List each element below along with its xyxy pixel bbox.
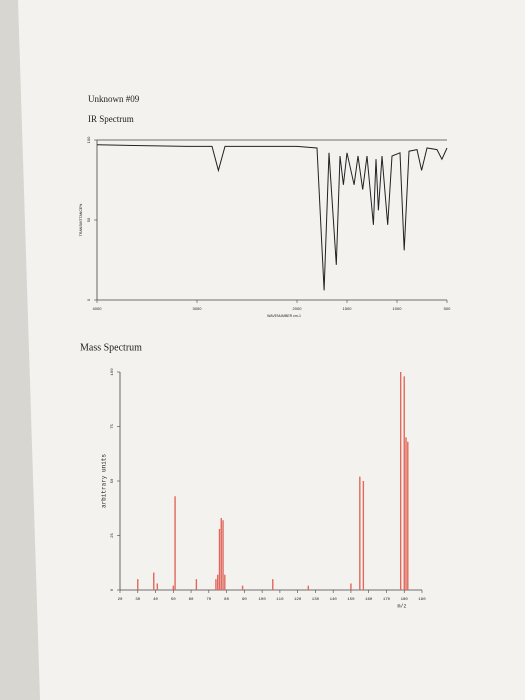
x-tick-label: 170	[383, 598, 391, 602]
x-tick-label: 100	[259, 598, 267, 602]
x-tick-label: 60	[189, 598, 194, 602]
x-tick-label: 2000	[293, 306, 303, 311]
x-axis-label: m/z	[397, 603, 406, 609]
y-tick-label: 100	[86, 136, 91, 143]
x-tick-label: 150	[347, 598, 355, 602]
y-axis-label: TRANSMITTANCE%	[79, 204, 83, 237]
x-tick-label: 90	[242, 598, 247, 602]
chart-title: Mass Spectrum	[80, 342, 142, 353]
y-tick-label: 0	[111, 588, 115, 591]
x-tick-label: 110	[276, 598, 284, 602]
y-axis-label: arbitrary units	[101, 454, 108, 508]
x-tick-label: 70	[206, 598, 211, 602]
x-tick-label: 190	[418, 598, 426, 602]
heading: Unknown #09	[88, 94, 140, 104]
chart-title: IR Spectrum	[88, 114, 134, 124]
y-tick-label: 25	[111, 533, 115, 538]
x-tick-label: 4000	[93, 306, 103, 311]
x-tick-label: 140	[330, 598, 338, 602]
x-tick-label: 160	[365, 598, 373, 602]
paper	[18, 0, 525, 700]
y-tick-label: 0	[86, 298, 91, 301]
x-tick-label: 40	[153, 598, 158, 602]
y-tick-label: 50	[86, 217, 91, 222]
x-tick-label: 180	[401, 598, 409, 602]
x-tick-label: 30	[135, 598, 140, 602]
x-tick-label: 500	[444, 306, 451, 311]
x-tick-label: 130	[312, 598, 320, 602]
x-tick-label: 1000	[393, 306, 403, 311]
spectrum-line	[96, 144, 448, 291]
x-tick-label: 20	[118, 598, 123, 602]
y-tick-label: 50	[111, 478, 115, 483]
x-tick-label: 1500	[343, 306, 353, 311]
x-tick-label: 120	[294, 598, 302, 602]
y-tick-label: 100	[111, 368, 115, 376]
x-tick-label: 80	[224, 598, 229, 602]
x-tick-label: 50	[171, 598, 176, 602]
y-tick-label: 75	[111, 424, 115, 429]
x-axis-label: WAVENUMBER cm-1	[267, 314, 301, 318]
x-tick-label: 3000	[193, 306, 203, 311]
